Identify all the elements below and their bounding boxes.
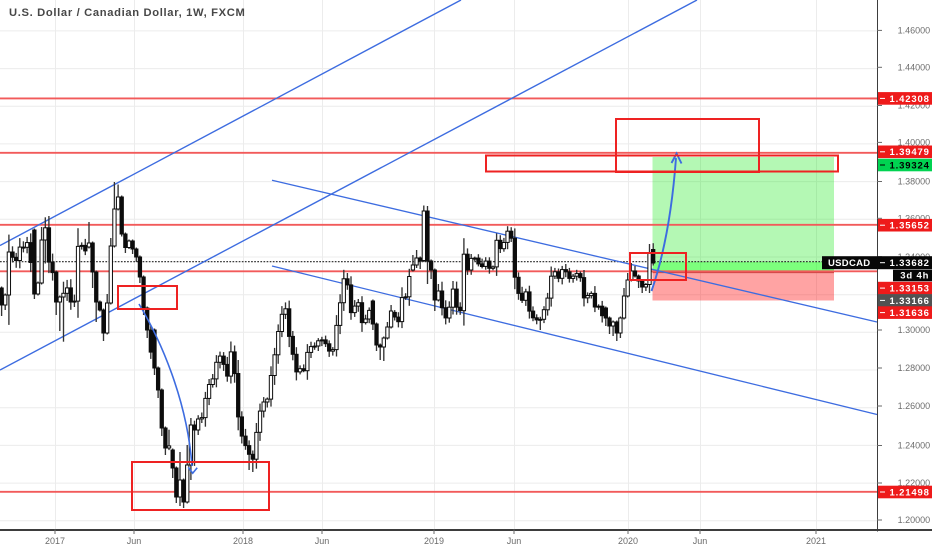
svg-text:1.22000: 1.22000 (898, 478, 931, 488)
svg-text:1.21498: 1.21498 (890, 487, 930, 498)
svg-text:1.24000: 1.24000 (898, 441, 931, 451)
svg-text:1.40000: 1.40000 (898, 138, 931, 148)
svg-text:1.38000: 1.38000 (898, 177, 931, 187)
svg-text:USDCAD: USDCAD (828, 258, 870, 269)
svg-text:U.S. Dollar / Canadian Dollar,: U.S. Dollar / Canadian Dollar, 1W, FXCM (9, 7, 245, 19)
svg-text:3d 4h: 3d 4h (900, 271, 929, 282)
svg-text:1.46000: 1.46000 (898, 26, 931, 36)
svg-text:2018: 2018 (233, 536, 253, 546)
svg-text:1.42000: 1.42000 (898, 101, 931, 111)
svg-text:2017: 2017 (45, 536, 65, 546)
svg-text:1.33153: 1.33153 (890, 284, 930, 295)
svg-text:2019: 2019 (424, 536, 444, 546)
svg-text:Jun: Jun (315, 536, 330, 546)
svg-text:1.28000: 1.28000 (898, 363, 931, 373)
svg-text:1.39479: 1.39479 (890, 147, 930, 158)
svg-text:1.30000: 1.30000 (898, 325, 931, 335)
svg-text:Jun: Jun (507, 536, 522, 546)
svg-text:1.44000: 1.44000 (898, 63, 931, 73)
svg-text:1.33166: 1.33166 (890, 296, 930, 307)
svg-text:1.26000: 1.26000 (898, 401, 931, 411)
svg-text:1.31636: 1.31636 (890, 308, 930, 319)
svg-text:1.35652: 1.35652 (890, 221, 930, 232)
svg-text:2020: 2020 (618, 536, 638, 546)
svg-text:1.42308: 1.42308 (890, 94, 930, 105)
svg-text:1.20000: 1.20000 (898, 515, 931, 525)
svg-text:2021: 2021 (806, 536, 826, 546)
svg-text:Jun: Jun (127, 536, 142, 546)
svg-text:1.39324: 1.39324 (890, 160, 930, 171)
svg-text:1.36000: 1.36000 (898, 214, 931, 224)
svg-text:Jun: Jun (693, 536, 708, 546)
svg-text:1.33682: 1.33682 (890, 258, 930, 269)
